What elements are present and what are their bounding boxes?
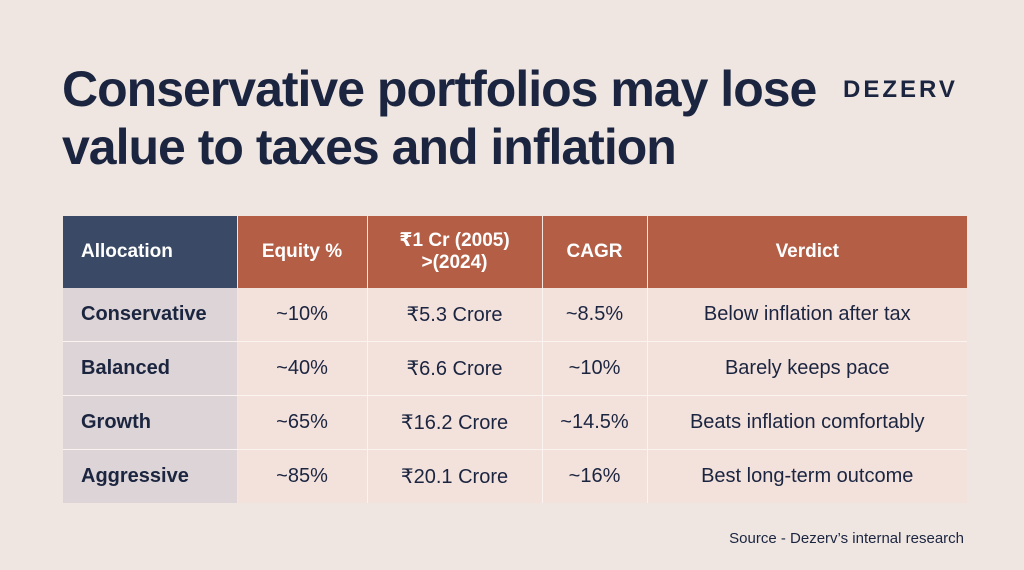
header-cagr: CAGR (542, 216, 648, 288)
source-note: Source - Dezerv’s internal research (729, 530, 964, 547)
equity-cell: ~65% (237, 395, 368, 450)
cagr-cell: ~10% (542, 341, 648, 396)
equity-cell: ~40% (237, 341, 368, 396)
equity-cell: ~85% (237, 449, 368, 503)
table-header-row: Allocation Equity % ₹1 Cr (2005) >(2024) … (63, 216, 967, 288)
header-value: ₹1 Cr (2005) >(2024) (367, 216, 543, 288)
header-equity: Equity % (237, 216, 368, 288)
cagr-cell: ~14.5% (542, 395, 648, 450)
allocation-cell: Aggressive (63, 449, 238, 503)
verdict-cell: Best long-term outcome (647, 449, 967, 503)
header-allocation: Allocation (63, 216, 238, 288)
verdict-cell: Beats inflation comfortably (647, 395, 967, 450)
cagr-cell: ~16% (542, 449, 648, 503)
value-cell: ₹16.2 Crore (367, 395, 543, 450)
verdict-cell: Barely keeps pace (647, 341, 967, 396)
allocation-table: Allocation Equity % ₹1 Cr (2005) >(2024) … (63, 216, 967, 503)
cagr-cell: ~8.5% (542, 288, 648, 342)
page-title: Conservative portfolios may lose value t… (62, 61, 817, 175)
table-row: Balanced ~40% ₹6.6 Crore ~10% Barely kee… (63, 341, 967, 396)
value-cell: ₹20.1 Crore (367, 449, 543, 503)
equity-cell: ~10% (237, 288, 368, 342)
header-value-line-1: ₹1 Cr (2005) (399, 230, 510, 251)
verdict-cell: Below inflation after tax (647, 288, 967, 342)
allocation-cell: Growth (63, 395, 238, 450)
header-value-line-2: >(2024) (421, 252, 488, 273)
value-cell: ₹5.3 Crore (367, 288, 543, 342)
value-cell: ₹6.6 Crore (367, 341, 543, 396)
brand-logo: DEZERV (843, 76, 958, 103)
table-row: Growth ~65% ₹16.2 Crore ~14.5% Beats inf… (63, 395, 967, 450)
table-row: Conservative ~10% ₹5.3 Crore ~8.5% Below… (63, 288, 967, 342)
allocation-cell: Balanced (63, 341, 238, 396)
allocation-cell: Conservative (63, 288, 238, 342)
table-row: Aggressive ~85% ₹20.1 Crore ~16% Best lo… (63, 449, 967, 503)
header-verdict: Verdict (647, 216, 967, 288)
